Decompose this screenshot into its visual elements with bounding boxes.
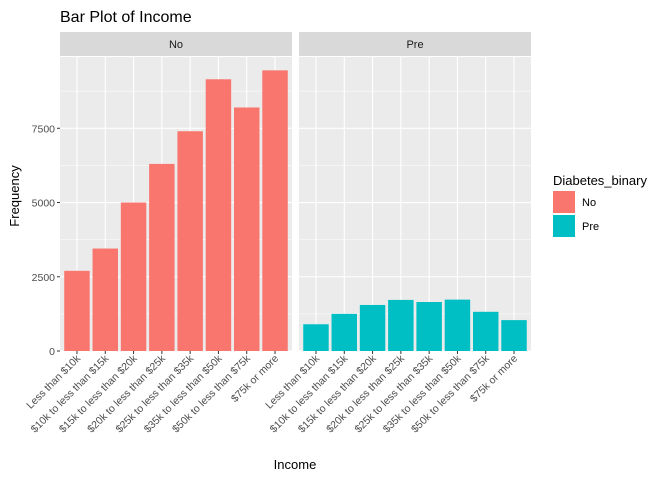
- legend-label-pre: Pre: [582, 221, 599, 233]
- bar-pre-7: [473, 311, 499, 351]
- bar-no-7: [234, 107, 260, 351]
- bar-no-8: [262, 70, 288, 351]
- bar-pre-1: [303, 324, 329, 351]
- bar-no-6: [205, 79, 232, 351]
- x-axis-label: Income: [274, 457, 317, 472]
- facet-strip-label: No: [169, 39, 183, 51]
- y-tick-label: 5000: [32, 198, 56, 210]
- panel-background: [299, 57, 531, 351]
- bar-no-1: [64, 270, 90, 351]
- facet-strip-label: Pre: [406, 39, 423, 51]
- y-tick-label: 0: [49, 346, 55, 358]
- bar-pre-3: [359, 304, 386, 351]
- bar-pre-8: [501, 320, 527, 351]
- bar-no-4: [149, 163, 175, 351]
- bar-pre-2: [331, 313, 357, 351]
- legend-label-no: No: [582, 197, 596, 209]
- legend: Diabetes_binary No Pre: [553, 173, 647, 237]
- bar-no-3: [120, 202, 147, 351]
- facet-strip: [60, 32, 292, 56]
- bar-pre-4: [388, 299, 414, 351]
- y-axis-label: Frequency: [7, 165, 22, 227]
- y-tick-label: 7500: [32, 123, 56, 135]
- chart-title: Bar Plot of Income: [60, 9, 192, 26]
- bar-no-5: [177, 131, 203, 351]
- legend-key-no: [553, 191, 575, 213]
- legend-title: Diabetes_binary: [553, 173, 647, 188]
- y-tick-label: 2500: [32, 272, 56, 284]
- bar-pre-5: [416, 302, 442, 351]
- facet-strip: [299, 32, 531, 56]
- bar-pre-6: [444, 299, 471, 351]
- bar-no-2: [92, 248, 118, 351]
- legend-key-pre: [553, 215, 575, 237]
